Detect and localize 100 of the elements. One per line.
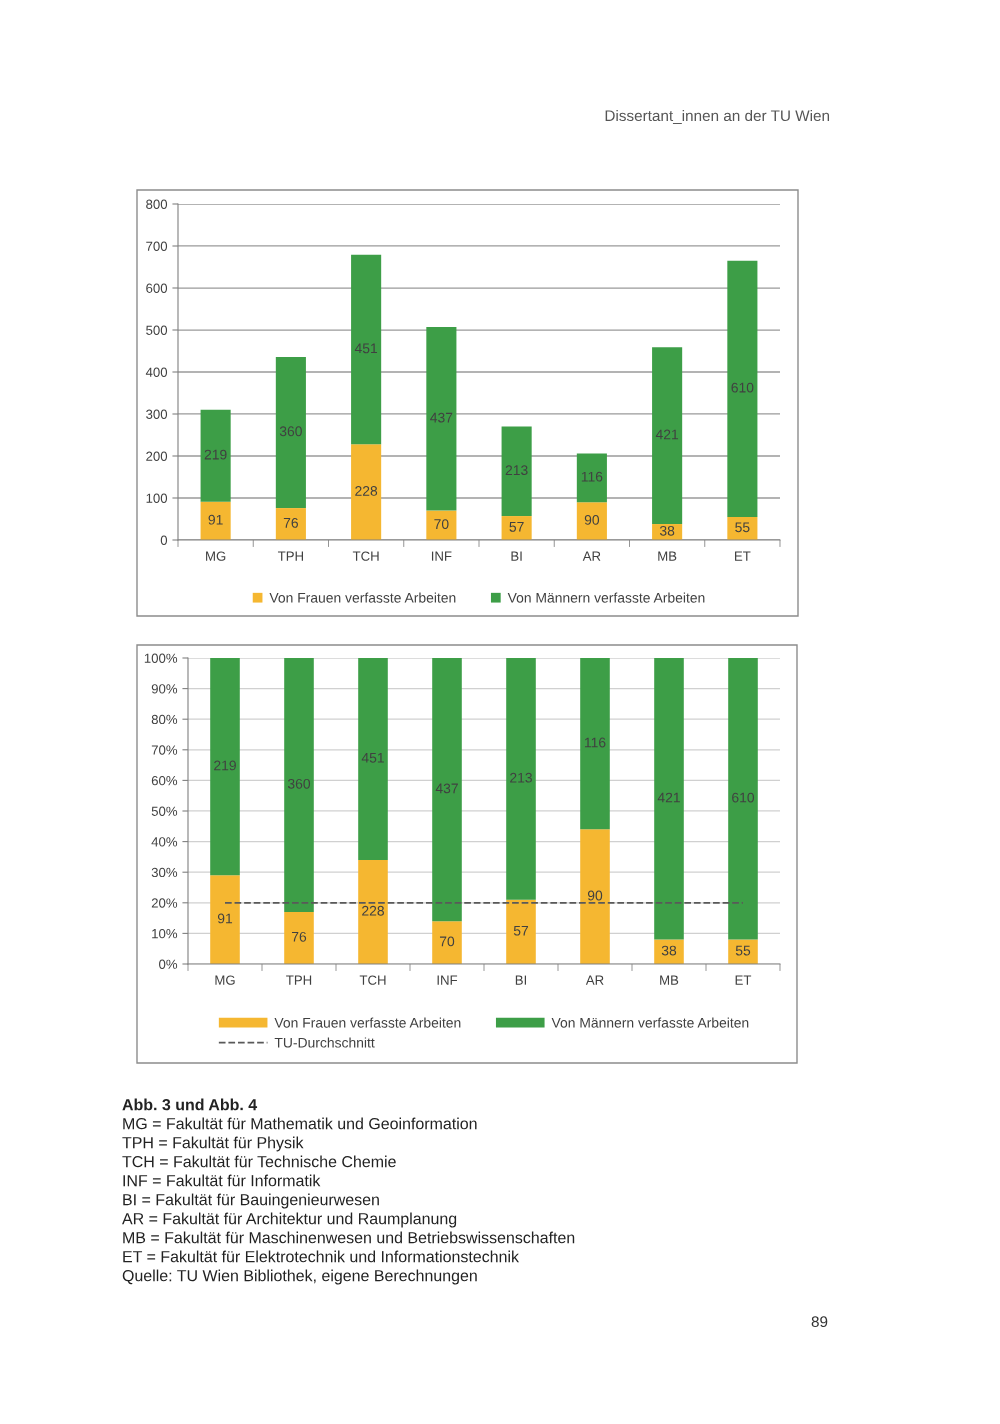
legend-label: Von Frauen verfasste Arbeiten: [269, 592, 456, 603]
y-tick-label: 200: [146, 451, 168, 461]
annotation: 91: [217, 913, 233, 924]
text: MG = Fakultät für Mathematik und Geoinformation: [123, 1117, 477, 1130]
bar: [358, 859, 388, 964]
data-label: 228: [355, 486, 378, 496]
y-tick-label: 0: [160, 535, 168, 545]
text: MB = Fakultät für Maschinenwesen und Betriebswissenschaften: [123, 1231, 575, 1244]
bar: [580, 658, 610, 830]
data-label: 90: [584, 514, 600, 525]
bar: [210, 875, 240, 964]
x-tick-label: AR: [585, 975, 604, 985]
legend-label: TU-Durchschnitt: [274, 1037, 375, 1048]
y-tick-label: 30%: [151, 867, 178, 878]
bar: [284, 658, 314, 912]
bar: [652, 347, 683, 525]
bar: [580, 829, 610, 964]
data-label: 38: [659, 525, 675, 536]
bar: [351, 254, 382, 445]
data-label: 437: [430, 412, 453, 423]
caption: Abb. 3 und Abb. 4: [122, 1098, 258, 1111]
x-tick-label: ET: [735, 975, 752, 985]
legend-label: Von Männern verfasste Arbeiten: [551, 1017, 749, 1028]
data-label: 360: [279, 426, 302, 437]
bar: [284, 911, 314, 964]
annotation: 360: [287, 778, 311, 789]
x-tick-label: TPH: [277, 551, 303, 561]
bar: [426, 327, 457, 511]
source-note: Quelle: TU Wien Bibliothek, eigene Berechnungen: [122, 1269, 477, 1285]
x-tick-label: MB: [660, 975, 679, 985]
text: TPH = Fakultät für Physik: [122, 1136, 304, 1152]
data-label: 421: [655, 429, 679, 440]
bar: [426, 510, 457, 540]
y-tick-label: 700: [146, 241, 168, 251]
legend-label: Von Frauen verfasste Arbeiten: [274, 1017, 461, 1028]
bar: [432, 921, 462, 964]
y-tick-label: 50%: [151, 806, 178, 816]
data-label: 219: [204, 449, 227, 460]
bar: [654, 658, 684, 940]
bar: [275, 356, 306, 509]
y-tick-label: 100: [146, 493, 168, 503]
bar: [506, 899, 536, 964]
text: Dissertant_innen an der TU Wien: [605, 109, 830, 124]
bar: [200, 409, 231, 502]
x-tick-label: ET: [735, 551, 751, 561]
x-tick-label: TCH: [359, 975, 386, 985]
annotation: 451: [361, 753, 384, 763]
x-tick-label: INF: [431, 551, 452, 561]
bar: [432, 658, 462, 922]
text: INF = Fakultät für Informatik: [123, 1174, 321, 1187]
x-tick-label: TPH: [286, 975, 312, 985]
annotation: 38: [661, 945, 677, 956]
data-label: 213: [505, 465, 528, 476]
legend-label: Von Männern verfasste Arbeiten: [507, 592, 705, 603]
x-tick-label: MG: [206, 551, 226, 561]
bar: [501, 516, 532, 540]
y-tick-label: 20%: [151, 898, 178, 908]
y-tick-label: 80%: [151, 714, 178, 725]
y-tick-label: 70%: [151, 745, 178, 755]
data-label: 116: [581, 471, 603, 482]
y-tick-label: 300: [146, 409, 168, 419]
annotation: 213: [510, 772, 532, 783]
y-tick-label: 60%: [151, 775, 178, 786]
bar: [576, 453, 607, 503]
data-label: 55: [735, 522, 750, 533]
y-tick-label: 600: [146, 283, 168, 293]
annotation: 57: [513, 925, 529, 936]
bar: [501, 426, 532, 517]
x-tick-label: MG: [215, 975, 235, 985]
text: AR = Fakultät für Architektur und Raumplanung: [122, 1212, 457, 1228]
text: BI = Fakultät für Bauingenieurwesen: [123, 1193, 379, 1209]
annotation: 55: [735, 945, 751, 956]
bar: [576, 502, 607, 540]
bar: [200, 501, 231, 540]
text: 89: [811, 1316, 828, 1328]
annotation: 76: [291, 931, 307, 942]
bar: [358, 658, 388, 860]
annotation: 228: [362, 905, 384, 916]
data-label: 610: [731, 382, 754, 393]
y-tick-label: 90%: [151, 684, 178, 694]
x-tick-label: BI: [515, 975, 527, 985]
annotation: 610: [732, 792, 755, 803]
x-tick-label: MB: [658, 551, 677, 561]
bar: [351, 444, 382, 540]
annotation: 70: [439, 936, 455, 947]
annotation: 421: [657, 792, 680, 803]
annotation: 437: [435, 783, 458, 794]
bar: [727, 260, 758, 517]
x-tick-label: INF: [437, 975, 458, 985]
y-tick-label: 10%: [152, 928, 178, 939]
annotation: 90: [587, 890, 603, 901]
data-label: 70: [434, 519, 449, 530]
x-tick-label: BI: [511, 551, 522, 561]
y-tick-label: 500: [146, 325, 168, 335]
bar: [210, 658, 240, 876]
text: TCH = Fakultät für Technische Chemie: [122, 1155, 396, 1168]
data-label: 451: [354, 343, 378, 354]
annotation: 219: [214, 760, 236, 771]
y-tick-label: 40%: [151, 837, 178, 847]
data-label: 57: [509, 522, 524, 532]
